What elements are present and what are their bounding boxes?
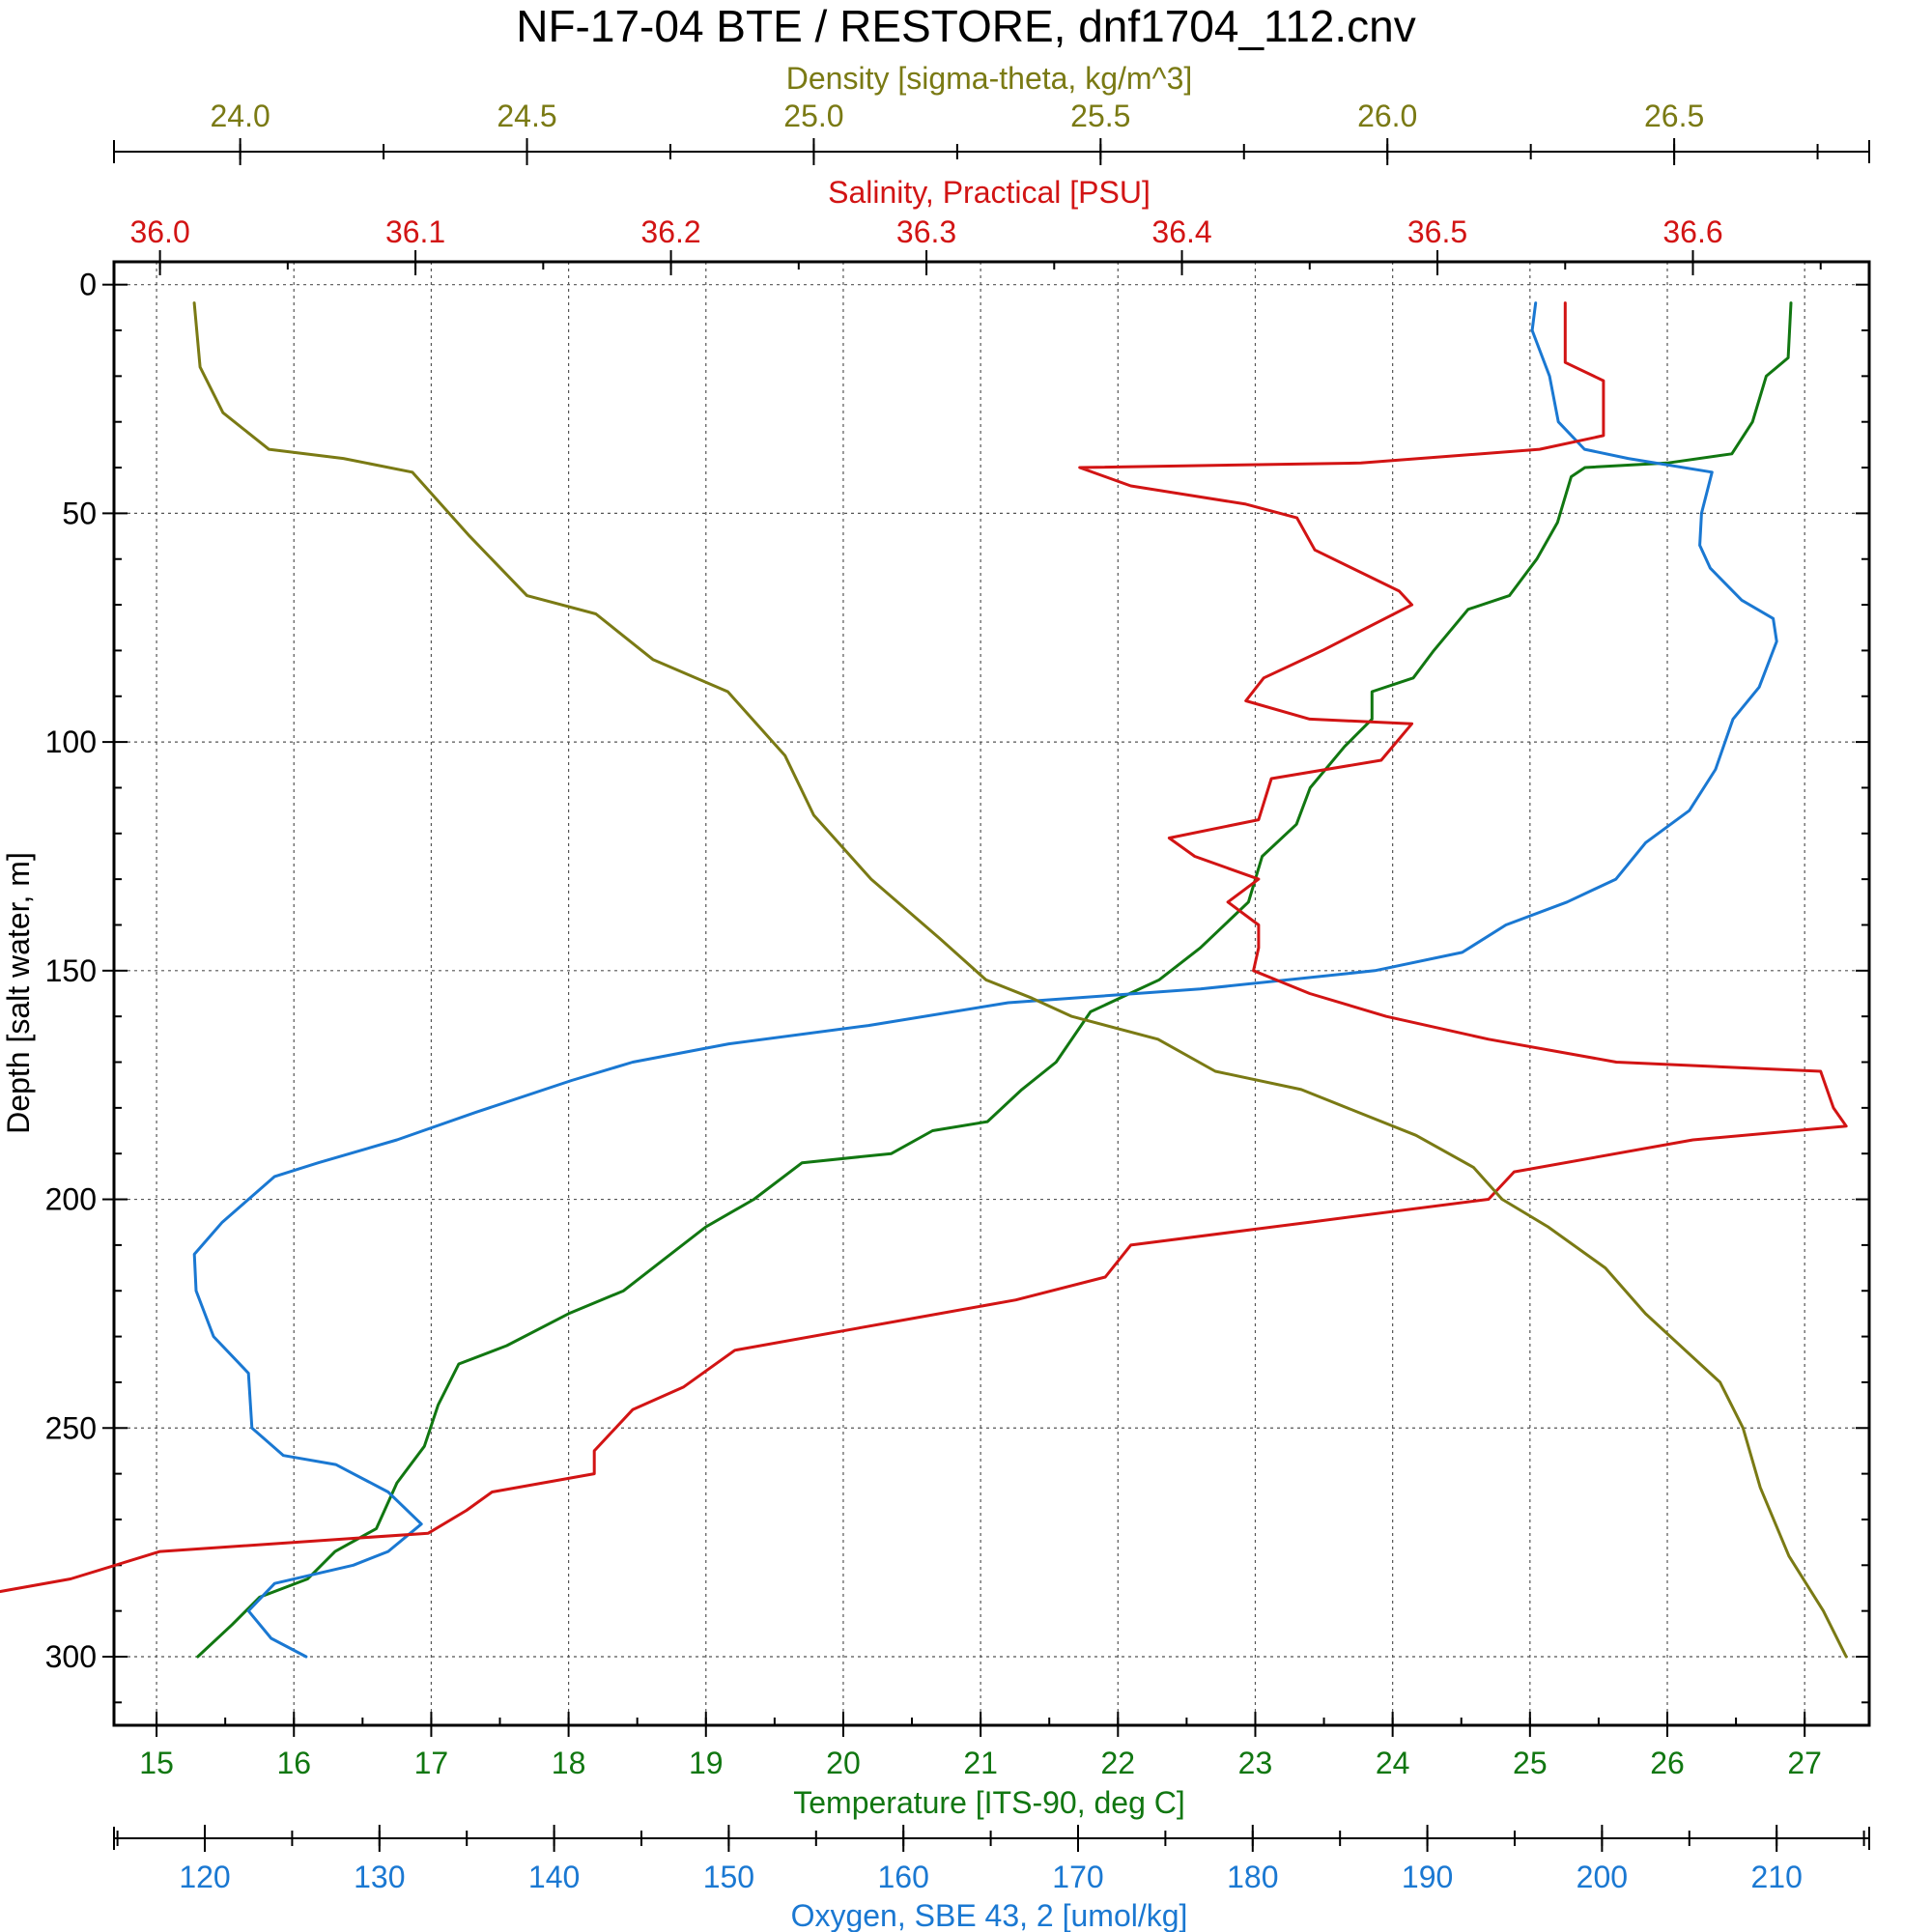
temperature-tick-label: 24 <box>1376 1746 1410 1780</box>
density-tick-label: 25.0 <box>783 99 843 133</box>
density-tick-label: 26.5 <box>1644 99 1704 133</box>
oxygen-tick-label: 180 <box>1227 1860 1278 1894</box>
oxygen-tick-label: 210 <box>1750 1860 1802 1894</box>
salinity-tick-label: 36.6 <box>1662 214 1722 249</box>
depth-tick-label: 100 <box>45 724 97 759</box>
oxygen-tick-label: 120 <box>179 1860 230 1894</box>
density-tick-label: 25.5 <box>1070 99 1130 133</box>
temperature-tick-label: 16 <box>276 1746 311 1780</box>
data-series <box>0 301 1848 1659</box>
temperature-tick-label: 23 <box>1238 1746 1273 1780</box>
oxygen-tick-label: 200 <box>1577 1860 1628 1894</box>
temperature-tick-label: 26 <box>1650 1746 1685 1780</box>
depth-axis-title: Depth [salt water, m] <box>1 852 36 1134</box>
oxygen-profile-line <box>192 301 1778 1659</box>
salinity-tick-label: 36.5 <box>1407 214 1467 249</box>
plot-area-frame <box>112 260 1871 1727</box>
salinity-tick-label: 36.0 <box>129 214 189 249</box>
chart-title: NF-17-04 BTE / RESTORE, dnf1704_112.cnv <box>516 1 1416 51</box>
axes: 0 50 100 150 200 250 300 15 16 17 18 19 20 21 22 23 24 25… <box>45 99 1870 1894</box>
depth-tick-label: 250 <box>45 1410 97 1445</box>
temperature-tick-label: 19 <box>689 1746 724 1780</box>
density-tick-label: 24.0 <box>210 99 270 133</box>
depth-tick-label: 200 <box>45 1182 97 1217</box>
oxygen-tick-label: 150 <box>703 1860 754 1894</box>
density-tick-label: 24.5 <box>497 99 556 133</box>
salinity-tick-label: 36.2 <box>640 214 700 249</box>
oxygen-tick-label: 170 <box>1052 1860 1103 1894</box>
temperature-tick-label: 27 <box>1787 1746 1822 1780</box>
temperature-tick-label: 21 <box>963 1746 998 1780</box>
grid-lines <box>114 262 1869 1725</box>
temperature-tick-label: 18 <box>552 1746 586 1780</box>
depth-tick-label: 300 <box>45 1639 97 1674</box>
density-axis-title: Density [sigma-theta, kg/m^3] <box>786 61 1193 96</box>
temperature-tick-label: 15 <box>139 1746 174 1780</box>
density-profile-line <box>192 301 1848 1659</box>
temperature-tick-label: 22 <box>1101 1746 1136 1780</box>
temperature-tick-label: 17 <box>414 1746 449 1780</box>
depth-tick-label: 150 <box>45 953 97 988</box>
oxygen-tick-label: 190 <box>1402 1860 1453 1894</box>
depth-tick-label: 50 <box>62 496 97 530</box>
oxygen-axis-title: Oxygen, SBE 43, 2 [umol/kg] <box>791 1898 1188 1932</box>
oxygen-tick-label: 160 <box>878 1860 929 1894</box>
salinity-profile-line <box>0 301 1848 1594</box>
oxygen-tick-label: 140 <box>528 1860 580 1894</box>
temperature-tick-label: 25 <box>1513 1746 1548 1780</box>
salinity-tick-label: 36.1 <box>385 214 445 249</box>
temperature-axis-title: Temperature [ITS-90, deg C] <box>793 1785 1185 1820</box>
oxygen-tick-label: 130 <box>354 1860 405 1894</box>
depth-tick-label: 0 <box>79 268 97 302</box>
density-tick-label: 26.0 <box>1357 99 1417 133</box>
salinity-tick-label: 36.4 <box>1151 214 1211 249</box>
salinity-axis-title: Salinity, Practical [PSU] <box>828 175 1151 210</box>
salinity-tick-label: 36.3 <box>896 214 956 249</box>
temperature-tick-label: 20 <box>826 1746 861 1780</box>
